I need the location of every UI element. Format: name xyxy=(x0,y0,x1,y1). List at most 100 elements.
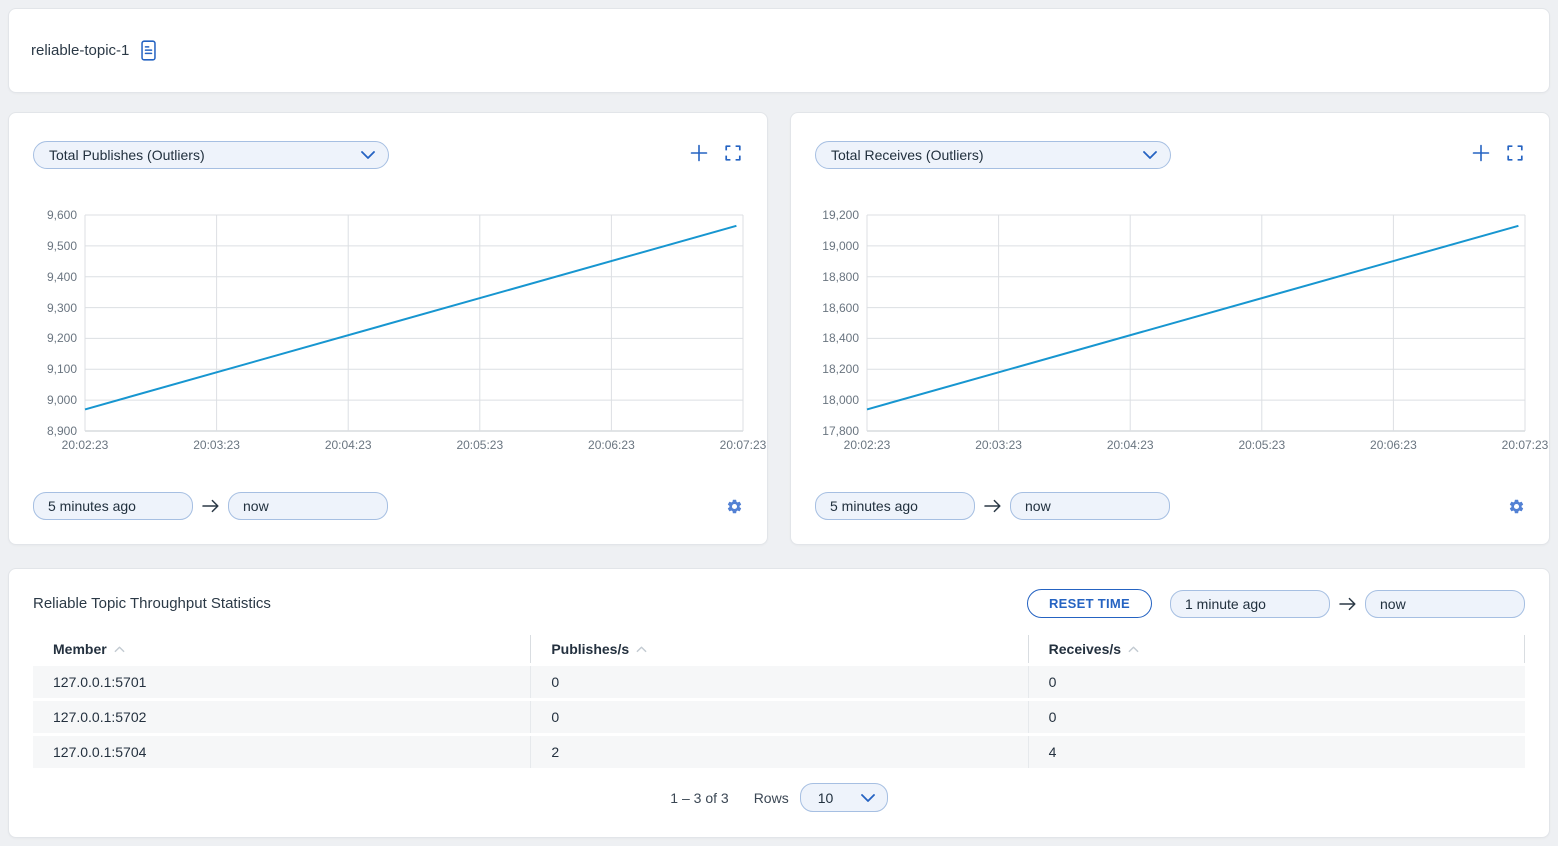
arrow-right-icon xyxy=(984,499,1001,513)
y-tick-label: 9,600 xyxy=(46,208,77,222)
plot-area xyxy=(85,215,743,431)
table-row[interactable]: 127.0.0.1:5704 2 4 xyxy=(33,736,1525,768)
toolbar-icons xyxy=(1472,144,1523,162)
y-tick-label: 9,400 xyxy=(46,269,77,284)
y-tick-label: 17,800 xyxy=(822,424,859,438)
metric-select[interactable]: Total Publishes (Outliers) xyxy=(33,141,389,169)
publishes-cell: 2 xyxy=(530,736,1027,768)
x-axis-labels: 20:02:23 20:03:23 20:04:23 20:05:23 20:06:23… xyxy=(844,438,1549,456)
receives-cell: 4 xyxy=(1027,736,1525,768)
metric-select-label: Total Publishes (Outliers) xyxy=(49,147,205,163)
toolbar-icons xyxy=(690,144,741,162)
sort-caret-icon xyxy=(114,646,125,653)
rows-label: Rows xyxy=(753,789,789,806)
y-tick-label: 19,000 xyxy=(822,238,859,253)
chevron-down-icon xyxy=(361,151,375,159)
y-axis-labels: 19,200 19,000 18,800 18,600 18,400 18,200 18,0… xyxy=(815,208,867,438)
receives-cell: 0 xyxy=(1027,666,1525,698)
x-tick-label: 20:02:23 xyxy=(61,438,109,452)
y-tick-label: 9,100 xyxy=(46,362,77,377)
chevron-down-icon xyxy=(1143,151,1157,159)
gear-icon[interactable] xyxy=(726,498,743,515)
table-time-from-input[interactable] xyxy=(1170,589,1330,618)
publishes-chart: 9,600 9,500 9,400 9,300 9,200 9,100 9,000 8,900… xyxy=(33,208,767,456)
table-title: Reliable Topic Throughput Statistics xyxy=(33,595,271,612)
x-tick-label: 20:05:23 xyxy=(1238,438,1286,452)
y-tick-label: 9,300 xyxy=(46,300,77,315)
page-title: reliable-topic-1 xyxy=(31,42,130,59)
table-time-controls: RESET TIME xyxy=(1026,589,1525,618)
time-to-input[interactable] xyxy=(228,492,388,520)
receives-chart-card: Total Receives (Outliers) 19,200 19,000 18… xyxy=(790,112,1550,545)
reset-time-button[interactable]: RESET TIME xyxy=(1026,589,1152,618)
y-tick-label: 18,000 xyxy=(822,393,859,408)
charts-row: Total Publishes (Outliers) 9,600 9,500 9,4… xyxy=(8,112,1550,545)
arrow-right-icon xyxy=(202,499,219,513)
x-tick-label: 20:03:23 xyxy=(975,438,1022,452)
time-from-input[interactable] xyxy=(815,492,975,520)
y-tick-label: 9,200 xyxy=(46,331,77,346)
pagination: 1 – 3 of 3 Rows 10 xyxy=(33,783,1525,812)
add-chart-icon[interactable] xyxy=(690,144,708,162)
rows-per-page-value: 10 xyxy=(817,789,834,806)
metric-select-label: Total Receives (Outliers) xyxy=(831,147,984,163)
topic-header-card: reliable-topic-1 xyxy=(8,8,1550,93)
x-tick-label: 20:02:23 xyxy=(843,438,891,452)
y-tick-label: 19,200 xyxy=(822,208,859,222)
series-line xyxy=(867,226,1518,410)
publishes-cell: 0 xyxy=(530,666,1027,698)
table-body: 127.0.0.1:5701 0 0 127.0.0.1:5702 0 0 127.0.0.… xyxy=(33,666,1525,768)
y-tick-label: 18,400 xyxy=(822,331,859,346)
y-tick-label: 18,600 xyxy=(822,300,859,315)
y-tick-label: 8,900 xyxy=(46,424,77,438)
throughput-statistics-card: Reliable Topic Throughput Statistics RES… xyxy=(8,568,1550,838)
y-tick-label: 18,200 xyxy=(822,362,859,377)
x-tick-label: 20:04:23 xyxy=(1106,438,1154,452)
y-tick-label: 9,000 xyxy=(46,393,77,408)
add-chart-icon[interactable] xyxy=(1472,144,1490,162)
receives-chart: 19,200 19,000 18,800 18,600 18,400 18,200 18,0… xyxy=(815,208,1549,456)
gear-icon[interactable] xyxy=(1508,498,1525,515)
document-icon[interactable] xyxy=(139,40,158,61)
sort-caret-icon xyxy=(1128,646,1139,653)
y-tick-label: 9,500 xyxy=(46,238,77,253)
rows-per-page-select[interactable]: 10 xyxy=(799,783,888,812)
time-controls xyxy=(33,492,743,520)
publishes-chart-toolbar: Total Publishes (Outliers) xyxy=(33,141,743,169)
table-row[interactable]: 127.0.0.1:5701 0 0 xyxy=(33,666,1525,698)
y-tick-label: 18,800 xyxy=(822,269,859,284)
x-tick-label: 20:06:23 xyxy=(1370,438,1417,452)
y-axis-labels: 9,600 9,500 9,400 9,300 9,200 9,100 9,000 8,900 xyxy=(33,208,85,438)
column-header-receives[interactable]: Receives/s xyxy=(1027,635,1525,663)
x-tick-label: 20:05:23 xyxy=(456,438,504,452)
sort-caret-icon xyxy=(636,646,647,653)
fullscreen-icon[interactable] xyxy=(725,145,741,161)
member-cell: 127.0.0.1:5701 xyxy=(53,674,147,690)
member-cell: 127.0.0.1:5704 xyxy=(53,744,147,760)
chevron-down-icon xyxy=(860,793,875,802)
time-controls xyxy=(815,492,1525,520)
plot-area xyxy=(867,215,1525,431)
x-tick-label: 20:07:23 xyxy=(719,438,767,452)
publishes-cell: 0 xyxy=(530,701,1027,733)
time-from-input[interactable] xyxy=(33,492,193,520)
member-cell: 127.0.0.1:5702 xyxy=(53,709,147,725)
x-tick-label: 20:03:23 xyxy=(193,438,240,452)
fullscreen-icon[interactable] xyxy=(1507,145,1523,161)
table-row[interactable]: 127.0.0.1:5702 0 0 xyxy=(33,701,1525,733)
series-line xyxy=(85,226,736,410)
metric-select[interactable]: Total Receives (Outliers) xyxy=(815,141,1171,169)
column-header-member[interactable]: Member xyxy=(33,635,530,663)
receives-cell: 0 xyxy=(1027,701,1525,733)
receives-chart-toolbar: Total Receives (Outliers) xyxy=(815,141,1525,169)
table-time-to-input[interactable] xyxy=(1365,589,1525,618)
column-header-publishes[interactable]: Publishes/s xyxy=(530,635,1027,663)
x-tick-label: 20:07:23 xyxy=(1501,438,1549,452)
time-to-input[interactable] xyxy=(1010,492,1170,520)
x-axis-labels: 20:02:23 20:03:23 20:04:23 20:05:23 20:06:23… xyxy=(62,438,767,456)
publishes-chart-card: Total Publishes (Outliers) 9,600 9,500 9,4… xyxy=(8,112,768,545)
x-tick-label: 20:06:23 xyxy=(588,438,635,452)
x-tick-label: 20:04:23 xyxy=(324,438,372,452)
arrow-right-icon xyxy=(1339,597,1356,611)
pagination-range: 1 – 3 of 3 xyxy=(670,789,729,806)
